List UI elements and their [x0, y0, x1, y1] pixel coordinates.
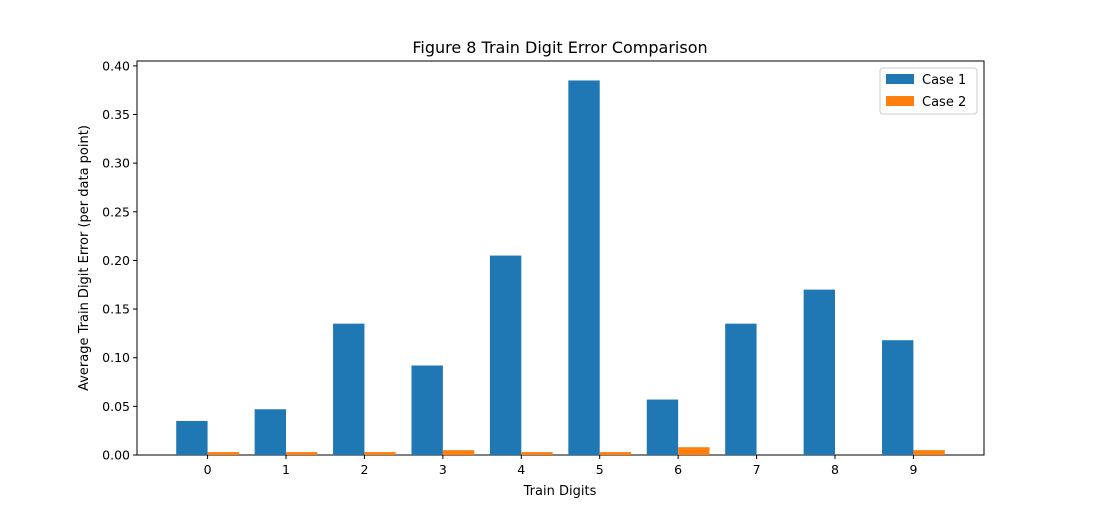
bar-series-2-digit-1: [286, 452, 318, 455]
bar-series-1-digit-9: [882, 340, 914, 455]
y-tick-label: 0.35: [102, 107, 130, 122]
y-tick-label: 0.10: [102, 350, 130, 365]
y-tick-label: 0.30: [102, 156, 130, 171]
x-tick-label: 7: [753, 462, 761, 477]
y-tick-label: 0.15: [102, 302, 130, 317]
y-tick-label: 0.00: [102, 448, 130, 463]
bar-series-2-digit-5: [599, 452, 632, 455]
bar-series-1-digit-5: [568, 80, 600, 455]
bar-series-1-digit-6: [646, 399, 679, 455]
bar-series-2-digit-0: [207, 452, 239, 455]
bars-group: [176, 80, 945, 455]
bar-series-2-digit-6: [678, 447, 710, 455]
bar-series-2-digit-2: [364, 452, 396, 455]
legend-label-case-2: Case 2: [922, 95, 966, 110]
chart-title: Figure 8 Train Digit Error Comparison: [412, 38, 707, 57]
legend-swatch-case-2: [886, 96, 914, 106]
x-tick-label: 9: [909, 462, 917, 477]
legend-swatch-case-1: [886, 74, 914, 84]
plot-area: [136, 60, 985, 456]
y-axis-ticks: 0.00 0.05 0.10 0.15 0.20 0.25 0.30 0.35 0.40: [102, 58, 137, 463]
y-tick-label: 0.25: [102, 204, 130, 219]
bar-series-2-digit-9: [913, 450, 945, 455]
y-axis-label: Average Train Digit Error (per data poin…: [77, 125, 92, 391]
bar-series-1-digit-1: [254, 409, 287, 455]
bar-series-1-digit-0: [176, 420, 208, 455]
x-tick-label: 3: [439, 462, 447, 477]
legend-label-case-1: Case 1: [922, 73, 966, 88]
x-tick-label: 4: [517, 462, 525, 477]
y-tick-label: 0.05: [102, 399, 130, 414]
x-tick-label: 1: [282, 462, 290, 477]
bar-series-1-digit-7: [725, 323, 757, 455]
x-tick-label: 0: [204, 462, 212, 477]
bar-series-1-digit-3: [411, 365, 443, 455]
bar-series-1-digit-2: [333, 323, 365, 455]
x-tick-label: 5: [596, 462, 604, 477]
x-tick-label: 6: [674, 462, 682, 477]
x-tick-label: 8: [831, 462, 839, 477]
legend: Case 1 Case 2: [879, 67, 978, 115]
x-axis-label: Train Digits: [523, 484, 597, 499]
bar-series-2-digit-3: [442, 450, 475, 455]
y-tick-label: 0.20: [102, 253, 130, 268]
bar-series-2-digit-4: [521, 452, 553, 455]
y-tick-label: 0.40: [102, 58, 130, 73]
x-axis-ticks: 0 1 2 3 4 5 6 7 8 9: [204, 455, 917, 477]
bar-series-1-digit-8: [803, 289, 835, 455]
bar-series-1-digit-4: [489, 255, 522, 455]
x-tick-label: 2: [360, 462, 368, 477]
